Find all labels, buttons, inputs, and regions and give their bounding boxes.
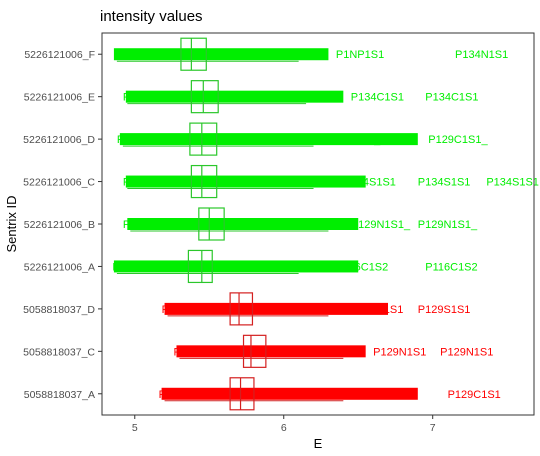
- y-tick-label: 5226121006_A: [24, 261, 95, 273]
- outlier-band: [125, 90, 344, 103]
- y-tick-label: 5226121006_B: [24, 219, 95, 231]
- outlier-band: [161, 387, 418, 400]
- box-iqr: [187, 249, 213, 284]
- box-iqr: [242, 334, 267, 368]
- outlier-label: P129C1S1: [448, 389, 501, 401]
- box-iqr: [190, 164, 218, 199]
- outlier-label: P1: [117, 134, 130, 146]
- y-tick-label: 5058818037_C: [23, 346, 95, 358]
- box-5226121006_E: P1 P134C1S1 P134C1S1: [123, 80, 478, 114]
- outlier-label: P129N1S1: [373, 346, 426, 358]
- outlier-label: P129N1S1_: [351, 219, 411, 231]
- y-axis: 5226121006_F 5226121006_E 5226121006_D 5226…: [23, 49, 102, 401]
- outlier-label: P129S1S1: [351, 304, 404, 316]
- outlier-band: [176, 345, 366, 358]
- outlier-label: P129S1S1: [418, 304, 471, 316]
- x-tick-label: 5: [132, 422, 138, 434]
- outlier-label: P1: [112, 261, 125, 273]
- outlier-label: P134S1S1: [343, 177, 396, 189]
- outlier-label: P1: [123, 92, 136, 104]
- outlier-label: P129C1S1_: [321, 134, 381, 146]
- outlier-label: P129N1S1: [440, 346, 493, 358]
- outlier-band: [125, 175, 366, 188]
- box-5058818037_C: P1 P129N1S1 P129N1S1: [174, 334, 493, 368]
- box-5226121006_A: P1 P116C1S2 P116C1S2: [112, 249, 478, 284]
- outlier-band: [113, 48, 329, 61]
- y-axis-title: Sentrix ID: [4, 195, 19, 252]
- y-tick-label: 5226121006_F: [24, 49, 95, 61]
- chart-title: intensity values: [100, 8, 203, 25]
- outlier-label: P134C1S1: [425, 92, 478, 104]
- box-5226121006_D: P1 P129C1S1_ P129C1S1_: [117, 122, 488, 156]
- box-iqr: [198, 207, 225, 241]
- box-5226121006_B: P1 P129N1S1_ P129N1S1_: [123, 207, 478, 241]
- outlier-band: [113, 260, 359, 273]
- y-tick-label: 5058818037_A: [24, 389, 95, 401]
- y-tick-label: 5226121006_E: [24, 92, 95, 104]
- outlier-label: P116C1S2: [336, 261, 388, 273]
- plot-area: P1 P1NP1S1 P134N1S1 P1 P134C1S1 P134C1S1 P1 P12…: [112, 37, 539, 411]
- outlier-label: P1: [174, 346, 187, 358]
- y-tick-label: 5226121006_C: [23, 177, 95, 189]
- x-axis-title: E: [314, 436, 323, 451]
- box-iqr: [190, 80, 219, 114]
- outlier-label: P1NP1S1: [336, 49, 384, 61]
- outlier-label: P129C1S1_: [428, 134, 488, 146]
- x-axis: 5 6 7: [132, 415, 436, 434]
- box-5058818037_D: P1 P129S1S1 P129S1S1: [162, 292, 471, 326]
- outlier-label: P134C1S1: [351, 92, 404, 104]
- outlier-label: P134S1S1: [418, 177, 471, 189]
- outlier-label: P134N1S1: [455, 49, 508, 61]
- outlier-label: P1: [117, 49, 130, 61]
- box-iqr: [229, 292, 254, 326]
- outlier-band: [127, 218, 359, 230]
- box-5226121006_F: P1 P1NP1S1 P134N1S1: [113, 37, 508, 71]
- box-iqr: [189, 122, 218, 156]
- outlier-label: P1: [162, 304, 175, 316]
- outlier-label: P134S1S1: [486, 177, 539, 189]
- box-5226121006_C: P1 P134S1S1 P134S1S1 P134S1S1: [123, 164, 539, 199]
- outlier-label: P1: [159, 389, 172, 401]
- outlier-label: P1: [123, 177, 136, 189]
- outlier-label: P1: [123, 219, 136, 231]
- outlier-label: P129N1S1_: [418, 219, 478, 231]
- outlier-band: [119, 133, 418, 146]
- box-iqr: [229, 377, 255, 411]
- x-tick-label: 7: [430, 422, 436, 434]
- outlier-band: [164, 302, 389, 315]
- y-tick-label: 5226121006_D: [23, 134, 95, 146]
- box-iqr: [180, 37, 207, 71]
- outlier-label: P116C1S2: [425, 261, 477, 273]
- y-tick-label: 5058818037_D: [23, 304, 95, 316]
- box-5058818037_A: P1 P129C1S1 P129C1S1: [159, 377, 501, 411]
- outlier-label: P129C1S1: [351, 389, 404, 401]
- x-tick-label: 6: [281, 422, 287, 434]
